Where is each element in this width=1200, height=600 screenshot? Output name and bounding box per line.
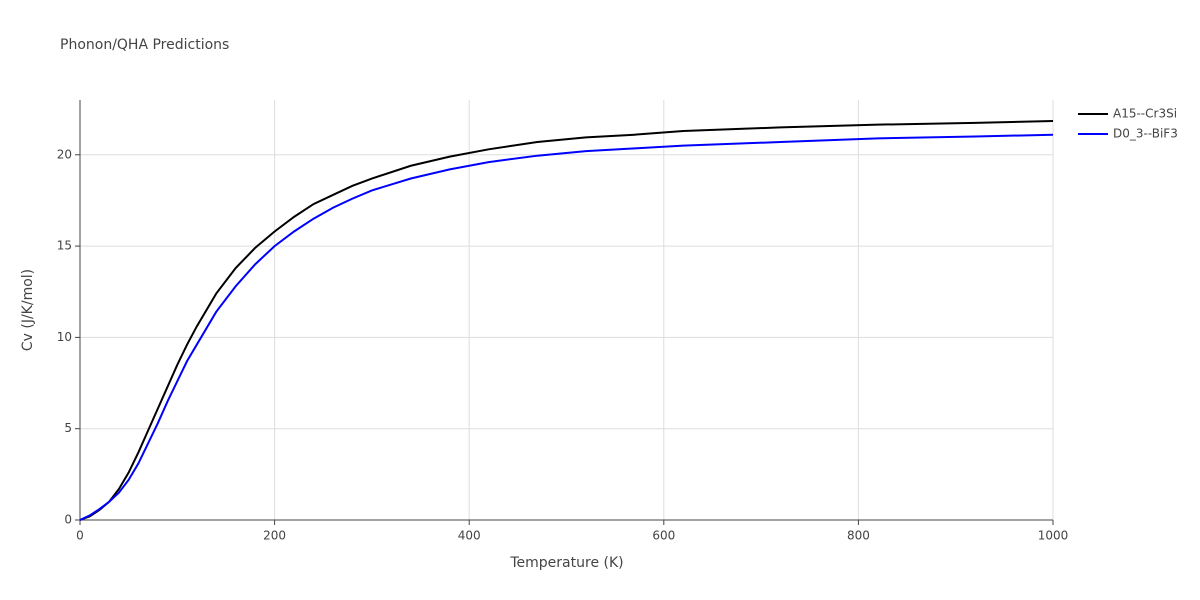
legend-label: D0_3--BiF3 — [1113, 127, 1178, 141]
y-tick-label: 0 — [64, 513, 72, 527]
y-tick-label: 15 — [57, 239, 72, 253]
x-tick-label: 0 — [76, 529, 84, 543]
x-tick-label: 800 — [847, 529, 870, 543]
x-tick-label: 1000 — [1038, 529, 1069, 543]
y-tick-label: 5 — [64, 421, 72, 435]
legend-label: A15--Cr3Si — [1113, 107, 1177, 121]
x-tick-label: 200 — [263, 529, 286, 543]
series-line — [79, 133, 1054, 521]
y-axis-title: Cv (J/K/mol) — [20, 269, 36, 351]
series-line — [79, 120, 1054, 521]
y-tick-label: 20 — [57, 147, 72, 161]
x-tick-label: 600 — [652, 529, 675, 543]
y-tick-label: 10 — [57, 330, 72, 344]
x-tick-label: 400 — [458, 529, 481, 543]
chart-title: Phonon/QHA Predictions — [60, 37, 229, 53]
x-axis-title: Temperature (K) — [509, 555, 623, 571]
